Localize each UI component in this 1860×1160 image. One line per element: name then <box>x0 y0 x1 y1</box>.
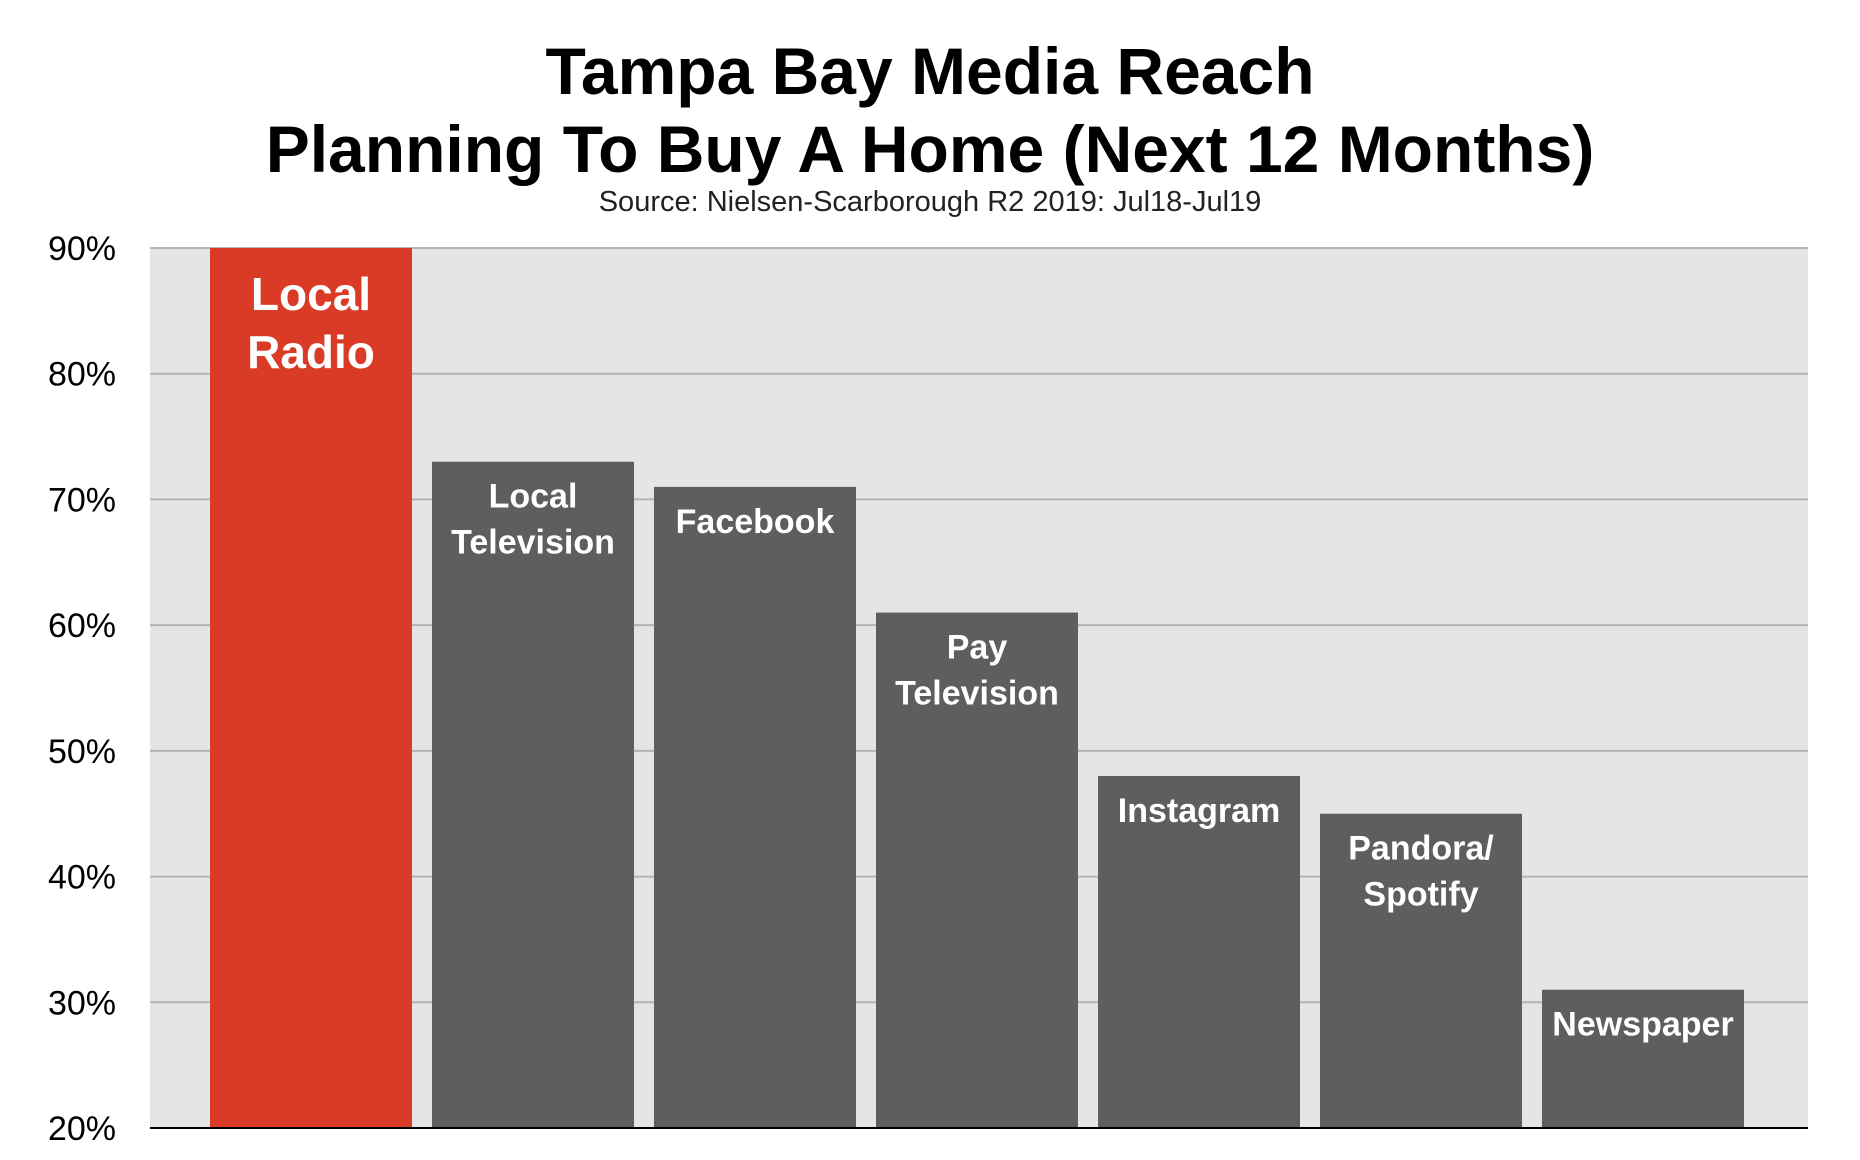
bar-label: Instagram <box>1118 792 1281 830</box>
bar-group: Pandora/Spotify <box>1320 813 1522 1128</box>
bar-group: Local Television <box>432 461 634 1128</box>
bar-label-line: Local <box>489 478 578 516</box>
bar-label: Pandora/Spotify <box>1348 830 1494 914</box>
bar-label-line: Pandora/ <box>1348 830 1494 868</box>
bar <box>210 248 412 1128</box>
y-tick-label: 70% <box>48 481 116 519</box>
bar-label-line: Instagram <box>1118 792 1281 830</box>
bar-label: Newspaper <box>1552 1006 1733 1044</box>
bar-group: Local Radio <box>210 248 412 1128</box>
bar-label: Local Radio <box>247 268 375 378</box>
bar-label: Pay Television <box>895 629 1059 713</box>
bar-group: Newspaper <box>1542 989 1744 1128</box>
y-tick-label: 20% <box>48 1110 116 1148</box>
y-tick-label: 50% <box>48 733 116 771</box>
bar-label: Local Television <box>451 478 615 562</box>
bar-group: Instagram <box>1098 776 1300 1128</box>
bar <box>1320 813 1522 1128</box>
bar <box>876 612 1078 1128</box>
bar-group: Facebook <box>654 486 856 1128</box>
bar-label-line: Newspaper <box>1552 1006 1733 1044</box>
bar-label-line: Television <box>895 675 1059 713</box>
bar-label-line: Local <box>251 268 371 320</box>
bar-label-line: Spotify <box>1363 876 1478 914</box>
y-tick-label: 80% <box>48 356 116 394</box>
y-tick-label: 90% <box>48 230 116 268</box>
bar-label-line: Pay <box>947 629 1008 667</box>
y-tick-label: 60% <box>48 607 116 645</box>
bar-label-line: Radio <box>247 326 375 378</box>
bar <box>1542 989 1744 1128</box>
bar <box>1098 776 1300 1128</box>
chart-subtitle: Source: Nielsen-Scarborough R2 2019: Jul… <box>598 186 1262 218</box>
y-tick-label: 30% <box>48 984 116 1022</box>
chart-title-line-2: Planning To Buy A Home (Next 12 Months) <box>265 112 1595 186</box>
y-tick-label: 40% <box>48 859 116 897</box>
bar-label: Facebook <box>676 503 835 541</box>
chart-title-line-1: Tampa Bay Media Reach <box>545 34 1315 108</box>
bar-label-line: Facebook <box>676 503 835 541</box>
bar-group: Pay Television <box>876 612 1078 1128</box>
bar <box>432 461 634 1128</box>
bar-label-line: Television <box>451 524 615 562</box>
bar <box>654 486 856 1128</box>
